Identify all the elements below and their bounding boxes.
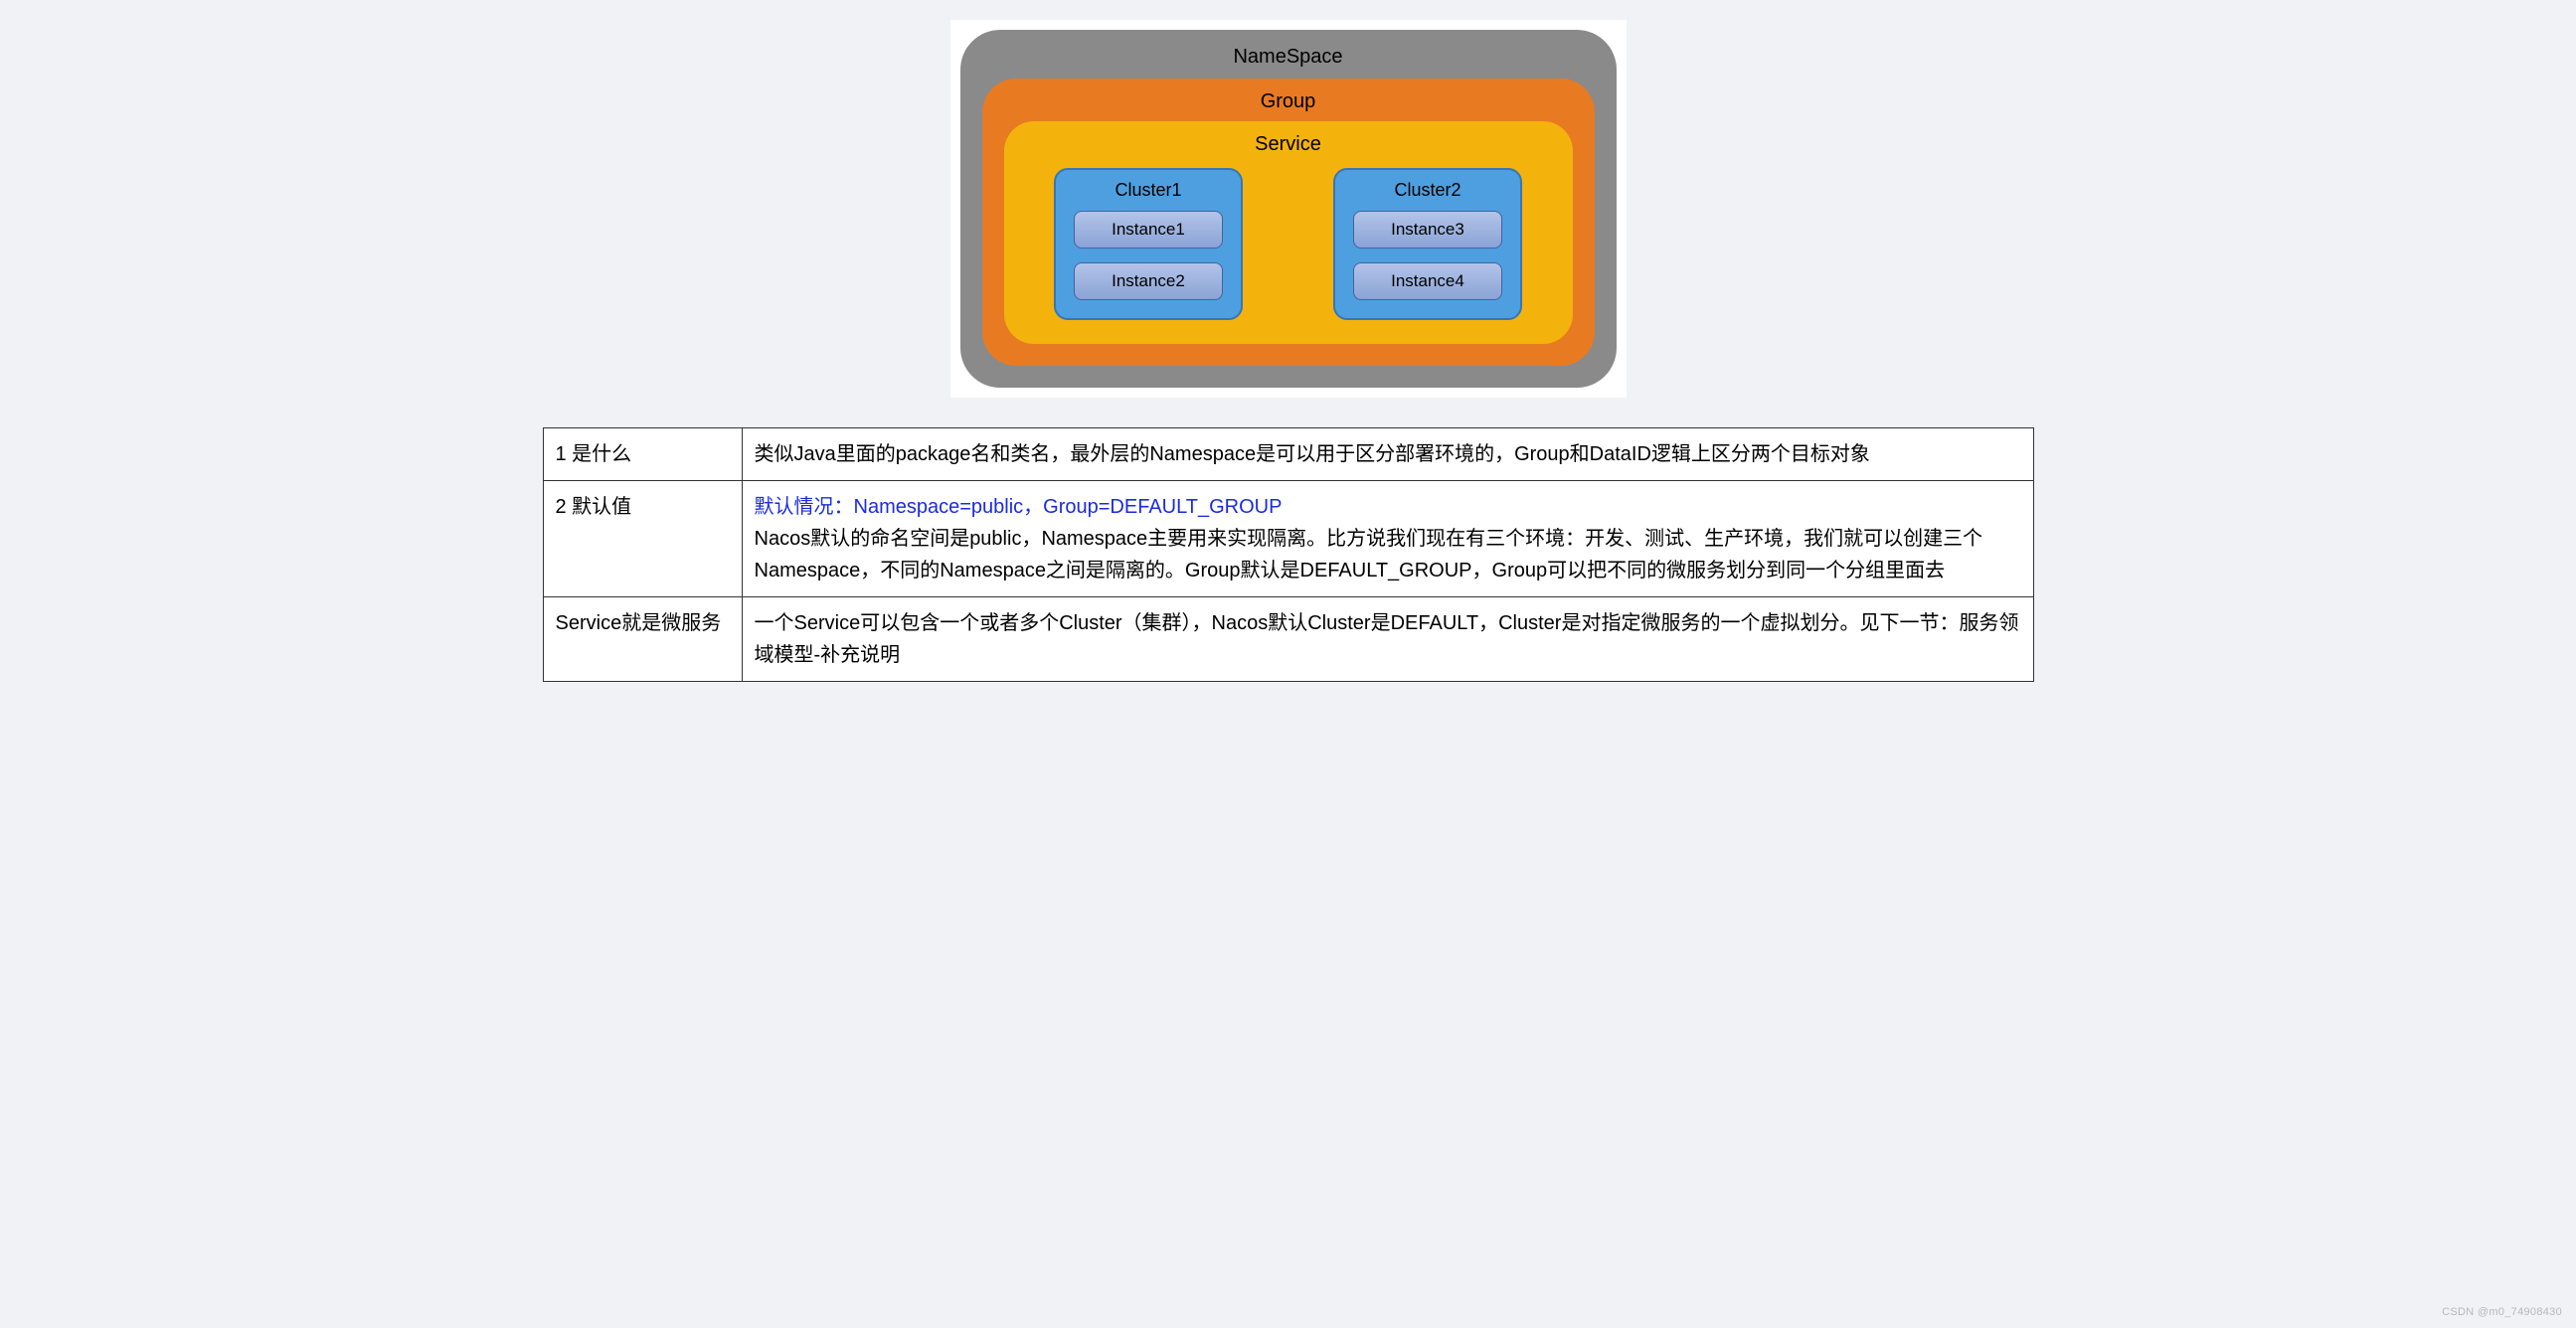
namespace-box: NameSpace Group Service Cluster1Instance… [960, 30, 1617, 388]
table-row: 1 是什么类似Java里面的package名和类名，最外层的Namespace是… [543, 428, 2033, 481]
table-value: 默认情况：Namespace=public，Group=DEFAULT_GROU… [742, 481, 2033, 597]
table-key: 2 默认值 [543, 481, 742, 597]
namespace-label: NameSpace [982, 40, 1595, 79]
nacos-hierarchy-diagram: NameSpace Group Service Cluster1Instance… [950, 20, 1627, 398]
highlight-text: 默认情况：Namespace=public，Group=DEFAULT_GROU… [755, 491, 2021, 523]
table-key: Service就是微服务 [543, 597, 742, 682]
value-text: 一个Service可以包含一个或者多个Cluster（集群），Nacos默认Cl… [755, 607, 2021, 671]
instance-box: Instance3 [1353, 211, 1502, 249]
cluster-label: Cluster1 [1074, 178, 1223, 211]
cluster-box: Cluster1Instance1 Instance2 [1054, 168, 1243, 320]
table-row: Service就是微服务一个Service可以包含一个或者多个Cluster（集… [543, 597, 2033, 682]
service-box: Service Cluster1Instance1Instance2Cluste… [1004, 121, 1573, 344]
table-value: 一个Service可以包含一个或者多个Cluster（集群），Nacos默认Cl… [742, 597, 2033, 682]
table-row: 2 默认值默认情况：Namespace=public，Group=DEFAULT… [543, 481, 2033, 597]
instance-box: Instance4 [1353, 262, 1502, 300]
group-label: Group [1004, 86, 1573, 121]
table-value: 类似Java里面的package名和类名，最外层的Namespace是可以用于区… [742, 428, 2033, 481]
value-text: Nacos默认的命名空间是public，Namespace主要用来实现隔离。比方… [755, 523, 2021, 586]
service-label: Service [1024, 129, 1553, 168]
info-table: 1 是什么类似Java里面的package名和类名，最外层的Namespace是… [543, 427, 2034, 682]
watermark-text: CSDN @m0_74908430 [2442, 1306, 2562, 1318]
cluster-label: Cluster2 [1353, 178, 1502, 211]
value-text: 类似Java里面的package名和类名，最外层的Namespace是可以用于区… [755, 438, 2021, 470]
cluster-box: Cluster2Instance3 Instance4 [1333, 168, 1522, 320]
instance-box: Instance2 [1074, 262, 1223, 300]
instance-box: Instance1 [1074, 211, 1223, 249]
group-box: Group Service Cluster1Instance1 Instance2… [982, 79, 1595, 366]
table-key: 1 是什么 [543, 428, 742, 481]
